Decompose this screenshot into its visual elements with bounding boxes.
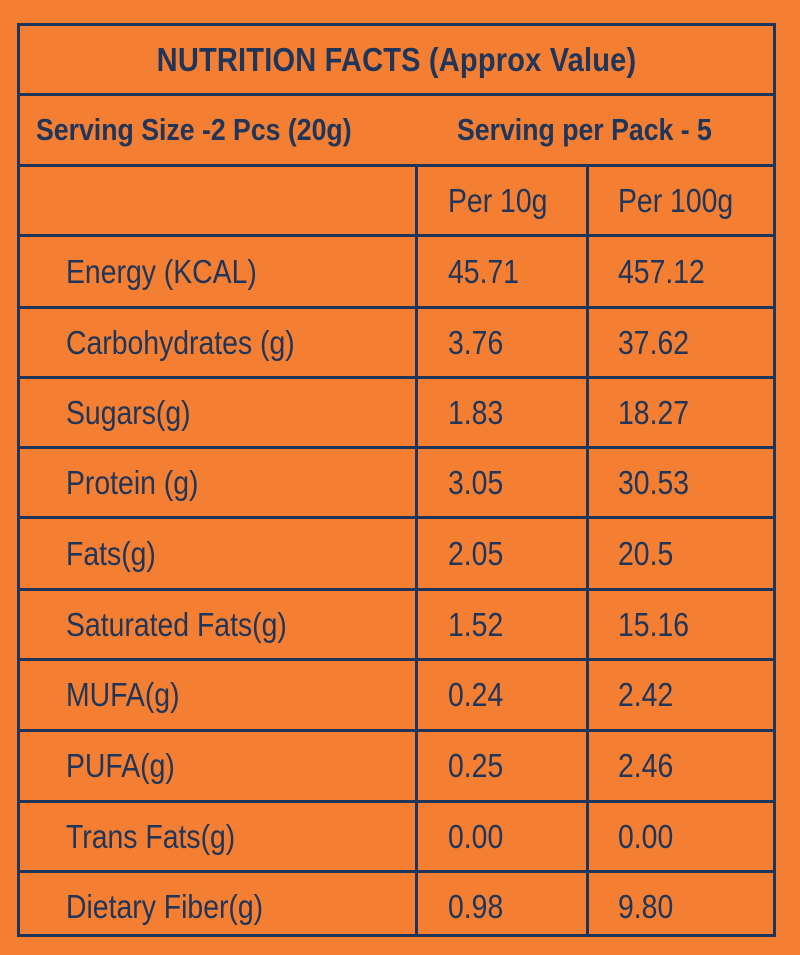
header-per-10g: Per 10g [448, 181, 548, 219]
value-per-10g: 0.24 [448, 676, 504, 713]
value-per-100g: 20.5 [618, 534, 674, 572]
nutrient-name: MUFA(g) [66, 676, 180, 713]
value-per-100g: 2.46 [618, 747, 674, 784]
value-per-100g: 37.62 [618, 323, 690, 361]
serving-row: Serving Size -2 Pcs (20g) Serving per Pa… [20, 96, 773, 167]
value-per-10g: 1.83 [448, 393, 504, 431]
value-per-10g: 45.71 [448, 252, 520, 290]
nutrient-name: PUFA(g) [66, 747, 175, 784]
nutrient-name: Fats(g) [66, 534, 156, 572]
header-per-100g: Per 100g [618, 181, 734, 219]
value-per-100g: 457.12 [618, 252, 705, 290]
value-per-10g: 0.98 [448, 887, 504, 925]
nutrient-name: Dietary Fiber(g) [66, 887, 264, 925]
value-per-10g: 1.52 [448, 605, 504, 643]
value-per-100g: 18.27 [618, 393, 690, 431]
value-per-10g: 3.76 [448, 323, 504, 361]
table-row: MUFA(g) 0.24 2.42 [20, 661, 773, 732]
value-per-100g: 9.80 [618, 887, 674, 925]
value-per-100g: 2.42 [618, 676, 674, 713]
table-row: PUFA(g) 0.25 2.46 [20, 732, 773, 803]
value-per-10g: 2.05 [448, 534, 504, 572]
value-per-10g: 3.05 [448, 463, 504, 501]
nutrient-name: Protein (g) [66, 463, 199, 501]
table-title: NUTRITION FACTS (Approx Value) [156, 40, 637, 78]
column-divider [586, 167, 589, 934]
nutrient-name: Sugars(g) [66, 393, 191, 431]
value-per-100g: 15.16 [618, 605, 690, 643]
column-header-row: Per 10g Per 100g [20, 167, 773, 237]
table-row: Dietary Fiber(g) 0.98 9.80 [20, 873, 773, 940]
table-row: Fats(g) 2.05 20.5 [20, 519, 773, 591]
serving-size: Serving Size -2 Pcs (20g) [36, 112, 352, 147]
table-row: Carbohydrates (g) 3.76 37.62 [20, 309, 773, 379]
value-per-100g: 30.53 [618, 463, 690, 501]
table-row: Saturated Fats(g) 1.52 15.16 [20, 591, 773, 661]
nutrient-name: Carbohydrates (g) [66, 323, 295, 361]
nutrient-name: Energy (KCAL) [66, 252, 257, 290]
column-divider [415, 167, 418, 934]
value-per-100g: 0.00 [618, 817, 674, 855]
nutrient-name: Saturated Fats(g) [66, 605, 287, 643]
table-row: Trans Fats(g) 0.00 0.00 [20, 803, 773, 873]
table-row: Energy (KCAL) 45.71 457.12 [20, 237, 773, 309]
title-row: NUTRITION FACTS (Approx Value) [20, 26, 773, 96]
table-row: Sugars(g) 1.83 18.27 [20, 379, 773, 449]
value-per-10g: 0.00 [448, 817, 504, 855]
value-per-10g: 0.25 [448, 747, 504, 784]
nutrient-name: Trans Fats(g) [66, 817, 236, 855]
nutrition-facts-table: NUTRITION FACTS (Approx Value) Serving S… [17, 23, 776, 937]
table-row: Protein (g) 3.05 30.53 [20, 449, 773, 519]
servings-per-pack: Serving per Pack - 5 [457, 112, 712, 147]
